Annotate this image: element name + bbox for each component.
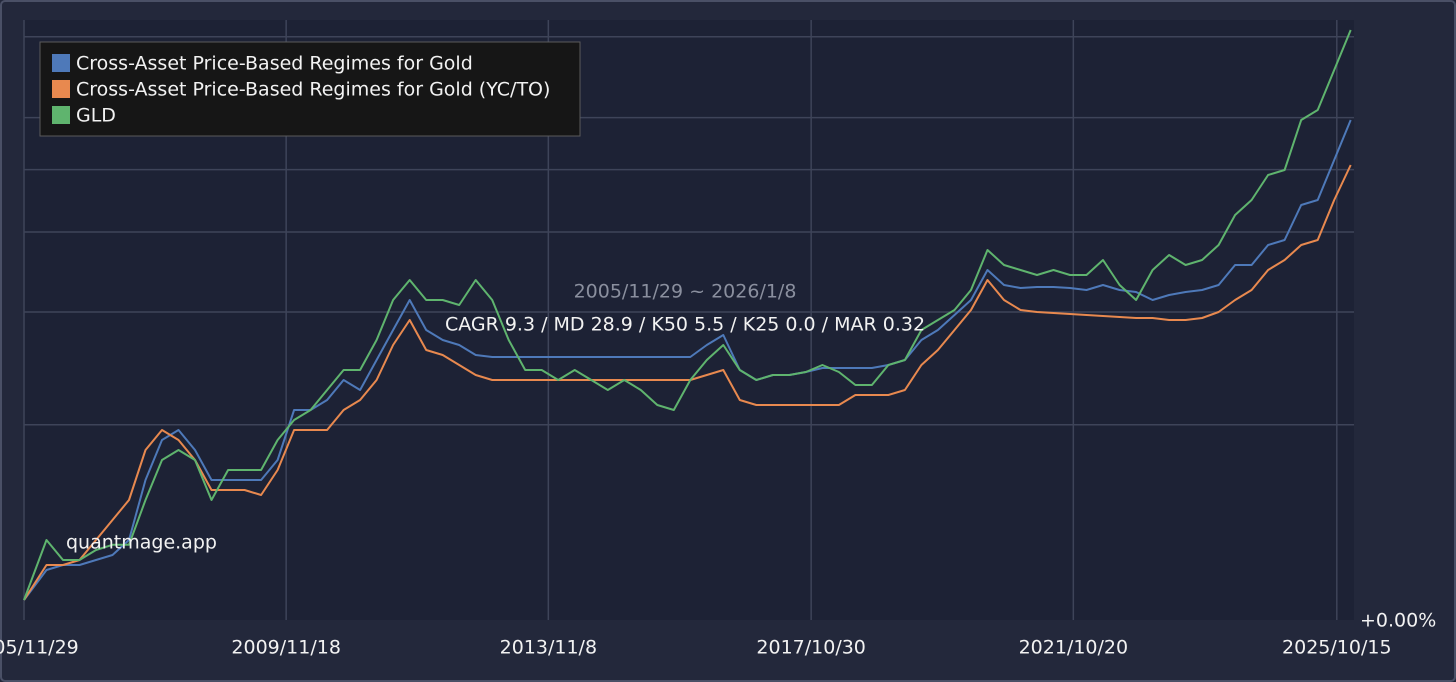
watermark: quantmage.app [66, 532, 217, 554]
legend-label: Cross-Asset Price-Based Regimes for Gold [76, 53, 473, 75]
legend-swatch [52, 80, 70, 98]
x-tick-label: 2025/10/15 [1282, 637, 1392, 659]
series-line [23, 29, 1352, 601]
legend-label: Cross-Asset Price-Based Regimes for Gold… [76, 79, 550, 101]
axes: 2005/11/29 2009/11/18 2013/11/8 2017/10/30 2… [0, 610, 1436, 659]
legend: Cross-Asset Price-Based Regimes for Gold… [39, 41, 581, 137]
date-range: 2005/11/29 ~ 2026/1/8 [574, 281, 797, 303]
x-tick-label: 2013/11/8 [500, 637, 597, 659]
legend-label: GLD [76, 105, 116, 127]
x-tick-label: 2021/10/20 [1019, 637, 1129, 659]
x-tick-label: 2009/11/18 [231, 637, 341, 659]
x-tick-label: 2005/11/29 [0, 637, 79, 659]
legend-box [39, 41, 581, 137]
lines [23, 29, 1352, 601]
y-tick-label: +0.00% [1360, 610, 1436, 632]
series-line [23, 119, 1352, 601]
stats: CAGR 9.3 / MD 28.9 / K50 5.5 / K25 0.0 /… [445, 314, 925, 336]
legend-swatch [52, 106, 70, 124]
x-tick-label: 2017/10/30 [756, 637, 866, 659]
legend-swatch [52, 54, 70, 72]
